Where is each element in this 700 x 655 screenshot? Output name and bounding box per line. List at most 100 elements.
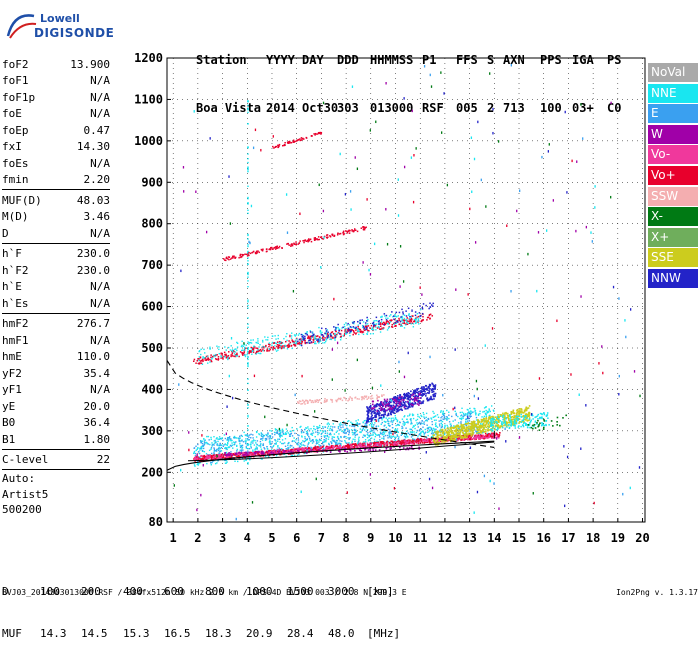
- second-hop-echo: [261, 350, 263, 352]
- second-hop-echo: [335, 327, 337, 329]
- spread-f-echo: [325, 433, 326, 434]
- spread-f-echo: [392, 417, 393, 418]
- second-hop-echo: [415, 315, 417, 317]
- f2-trace-echo: [315, 446, 317, 448]
- second-hop-echo: [329, 339, 330, 340]
- spread-f-echo: [282, 431, 283, 432]
- second-hop-echo: [365, 322, 367, 324]
- second-hop-echo: [367, 323, 368, 324]
- f2-trace-echo: [376, 443, 378, 445]
- interference-streak: [247, 158, 248, 159]
- second-hop-echo: [364, 327, 366, 329]
- spread-f-echo: [261, 458, 262, 459]
- spread-f-echo: [394, 439, 395, 440]
- f2-trace-echo: [475, 437, 477, 439]
- second-hop-echo: [405, 319, 406, 320]
- second-hop-echo: [409, 316, 411, 318]
- spread-f-echo: [442, 424, 443, 425]
- spread-f-echo: [422, 427, 423, 428]
- spread-f-echo: [203, 438, 204, 439]
- spread-f-echo: [202, 441, 203, 442]
- spread-f-echo: [353, 432, 354, 433]
- second-hop-echo: [262, 340, 263, 341]
- second-hop-echo: [304, 336, 306, 338]
- second-hop-echo: [391, 311, 393, 313]
- second-hop-echo: [430, 306, 432, 308]
- spread-f-echo: [414, 428, 415, 429]
- f2-trace-echo: [482, 437, 484, 439]
- spread-f-echo: [475, 412, 476, 413]
- oblique-echo: [426, 397, 428, 399]
- interference-streak: [247, 257, 248, 258]
- second-hop-echo: [415, 311, 417, 313]
- spread-f-echo: [293, 430, 294, 431]
- spread-f-echo: [236, 437, 237, 438]
- spread-f-echo: [402, 427, 403, 428]
- spread-f-echo: [455, 411, 456, 412]
- spread-f-echo: [458, 422, 459, 423]
- f2-trace-echo: [206, 456, 208, 458]
- f2-trace-echo: [469, 437, 471, 439]
- spread-f-echo: [319, 427, 320, 428]
- oblique-echo: [429, 391, 431, 393]
- spread-f-echo: [402, 423, 403, 424]
- third-hop-echo: [274, 247, 276, 249]
- spread-f-echo: [198, 464, 199, 465]
- second-hop-echo: [413, 326, 414, 327]
- second-hop-echo: [373, 333, 374, 334]
- f2-trace-echo: [217, 458, 219, 460]
- f2-trace-echo: [218, 457, 220, 459]
- f2-trace-echo: [249, 454, 251, 456]
- second-hop-echo: [246, 354, 247, 355]
- spread-f-echo: [328, 436, 329, 437]
- spread-f-echo: [448, 412, 449, 413]
- spread-f-echo: [267, 448, 268, 449]
- spread-f-echo: [486, 414, 487, 415]
- f2-trace-echo: [261, 453, 263, 455]
- spread-f-echo: [467, 420, 468, 421]
- f2-trace-echo: [325, 448, 327, 450]
- f2-trace-echo: [479, 435, 481, 437]
- oblique-echo: [387, 399, 389, 401]
- spread-f-echo: [425, 432, 426, 433]
- spread-f-echo: [431, 421, 432, 422]
- spread-f-echo: [334, 433, 335, 434]
- second-hop-echo: [328, 335, 330, 337]
- spread-f-echo: [474, 410, 475, 411]
- spread-f-echo: [426, 419, 427, 420]
- f2-trace-echo: [482, 435, 484, 437]
- oblique-echo: [401, 409, 403, 411]
- spread-f-echo: [374, 422, 375, 423]
- second-hop-echo: [349, 335, 350, 336]
- second-hop-echo: [358, 324, 359, 325]
- f2-trace-echo: [263, 452, 265, 454]
- second-hop-echo: [324, 342, 325, 343]
- second-hop-echo: [314, 339, 315, 340]
- spread-f-echo: [298, 439, 299, 440]
- spread-f-echo: [257, 444, 258, 445]
- oblique-echo: [371, 412, 373, 414]
- spread-f-echo: [427, 432, 428, 433]
- third-hop-echo: [353, 231, 355, 233]
- f2-trace-echo: [499, 432, 501, 434]
- second-hop-echo: [266, 349, 268, 351]
- spread-f-echo: [195, 453, 196, 454]
- spread-f-echo: [219, 436, 220, 437]
- spread-f-echo: [280, 430, 281, 431]
- second-hop-echo: [258, 346, 259, 347]
- spread-f-echo: [487, 411, 488, 412]
- third-hop-echo: [340, 233, 342, 235]
- second-hop-echo: [337, 327, 338, 328]
- spread-f-echo: [355, 420, 356, 421]
- oblique-echo: [405, 408, 407, 410]
- second-hop-echo: [375, 329, 376, 330]
- second-hop-echo: [293, 342, 294, 343]
- spread-f-echo: [260, 441, 261, 442]
- second-hop-echo: [321, 328, 323, 330]
- oblique-echo: [381, 401, 383, 403]
- spread-f-echo: [329, 424, 330, 425]
- oblique-echo: [383, 405, 385, 407]
- interference-streak: [247, 244, 248, 245]
- f2-trace-echo: [390, 444, 392, 446]
- spread-f-echo: [342, 424, 343, 425]
